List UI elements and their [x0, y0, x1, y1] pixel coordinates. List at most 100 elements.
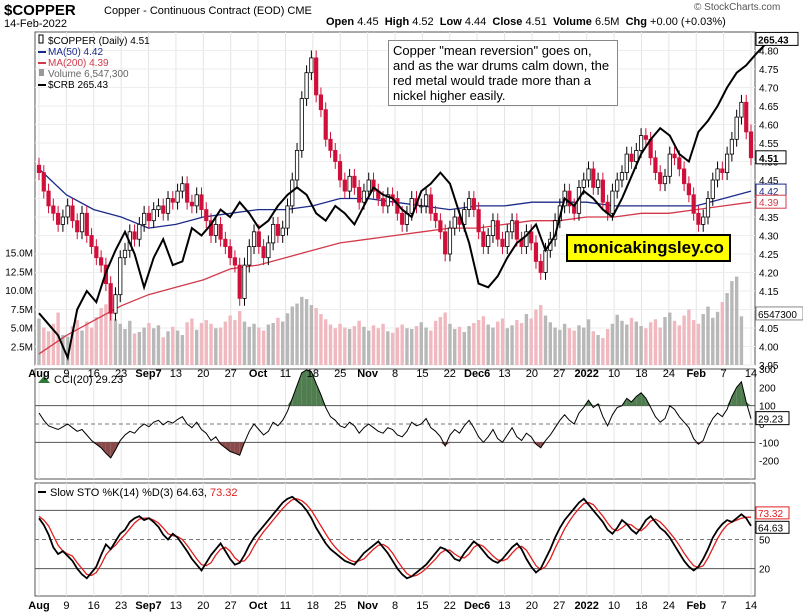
volume-bar	[156, 325, 161, 365]
candle-body	[256, 231, 261, 248]
volume-bar	[677, 325, 682, 365]
volume-bar	[118, 323, 122, 365]
candle-body	[524, 231, 529, 248]
volume-bar	[462, 332, 466, 365]
x-tick-label: 8	[392, 368, 398, 380]
x-tick-label: 18	[635, 600, 647, 612]
volume-bar	[715, 311, 720, 365]
volume-bar	[481, 316, 486, 365]
cci-tick-label: -200	[759, 457, 779, 468]
sto-tag-label: 64.63	[758, 523, 783, 534]
price-tag	[755, 194, 787, 209]
volume-bar	[519, 323, 524, 365]
cci-overbought-fill	[306, 369, 312, 406]
candle-body	[318, 94, 324, 111]
website-badge: monicakingsley.co	[566, 234, 731, 262]
volume-bar	[209, 323, 213, 365]
volume-bar	[701, 314, 705, 365]
candle-body	[342, 179, 347, 192]
volume-bar	[620, 320, 624, 365]
volume-bar	[390, 332, 395, 365]
candle-body	[151, 209, 156, 222]
x-tick-label: 15	[416, 600, 428, 612]
x-tick-label: 20	[526, 600, 538, 612]
cci-overbought-fill	[301, 369, 307, 406]
candle-body	[486, 235, 491, 248]
volume-bar	[596, 335, 600, 365]
volume-bar	[486, 324, 490, 365]
volume-bar	[725, 293, 729, 365]
volume-bar	[577, 325, 581, 365]
crb-tag-label: 265.43	[758, 35, 789, 46]
candle-body	[744, 101, 749, 133]
volume-bar	[515, 320, 519, 365]
annotation-note: Copper "mean reversion" goes on, and as …	[388, 40, 618, 106]
volume-bar	[625, 324, 629, 365]
sto-title-d: 73.32	[210, 487, 238, 499]
cci-overbought-fill	[641, 392, 646, 406]
candle-body	[672, 153, 677, 159]
candle-body	[509, 220, 515, 233]
volume-bar	[472, 323, 476, 365]
candle-body	[715, 168, 720, 181]
candle-body	[438, 220, 443, 233]
description-text: Copper - Continuous Contract (EOD)	[104, 5, 285, 17]
x-tick-label: 8	[392, 600, 398, 612]
candle-body	[490, 220, 496, 236]
candle-body	[567, 190, 572, 207]
candle-body	[333, 149, 338, 162]
volume-bar	[438, 317, 443, 365]
volume-bar	[324, 319, 328, 365]
volume-tag	[755, 306, 803, 321]
candle-body	[423, 194, 429, 207]
volume-tick-label: 5.0M	[11, 324, 33, 335]
volume-bar	[108, 297, 113, 365]
volume-bar	[185, 322, 189, 365]
ma50-legend: MA(50) 4.42	[48, 47, 103, 58]
cci-overbought-fill	[626, 398, 632, 406]
candle-body	[113, 294, 118, 314]
ma200-legend: MA(200) 4.39	[48, 58, 109, 69]
candle-body	[137, 223, 142, 240]
candle-body	[543, 249, 548, 273]
volume-bar	[711, 317, 715, 365]
volume-bar	[242, 321, 247, 365]
volume-bar	[85, 321, 89, 365]
volume-bar	[419, 322, 423, 365]
candle-body	[70, 205, 75, 222]
candle-body	[285, 205, 290, 229]
candle-body	[175, 190, 180, 203]
candle-body	[242, 264, 247, 299]
volume-bar	[500, 318, 505, 365]
cci-overbought-fill	[292, 385, 298, 406]
candle-body	[466, 198, 472, 211]
volume-bar	[123, 329, 127, 365]
volume-bar	[128, 320, 132, 365]
cci-tick-label: 300	[759, 365, 776, 376]
x-tick-label: 24	[663, 368, 675, 380]
candle-body	[400, 212, 405, 225]
volume-bar	[524, 314, 529, 365]
candle-body	[194, 194, 199, 207]
candle-body	[600, 179, 605, 203]
volume-bar	[190, 318, 194, 365]
volume-bar	[371, 325, 376, 365]
candle-body	[161, 205, 166, 214]
volume-bar	[290, 306, 294, 365]
sto-tick-label: 50	[759, 536, 771, 547]
price-tag-label: 4.39	[759, 198, 779, 209]
volume-bar	[343, 327, 347, 365]
candle-body	[337, 161, 343, 181]
price-tick-label: 4.05	[759, 324, 779, 335]
cci-tag	[755, 411, 790, 426]
x-tick-label: 20	[197, 368, 209, 380]
candle-body	[481, 231, 486, 248]
volume-bar	[89, 327, 94, 365]
candle-body	[610, 190, 615, 214]
volume-bar	[605, 329, 610, 365]
x-tick-label: 10	[608, 600, 620, 612]
volume-bar	[467, 326, 471, 365]
x-tick-label: 27	[225, 368, 237, 380]
volume-bar	[151, 328, 156, 365]
volume-bar	[433, 320, 438, 365]
